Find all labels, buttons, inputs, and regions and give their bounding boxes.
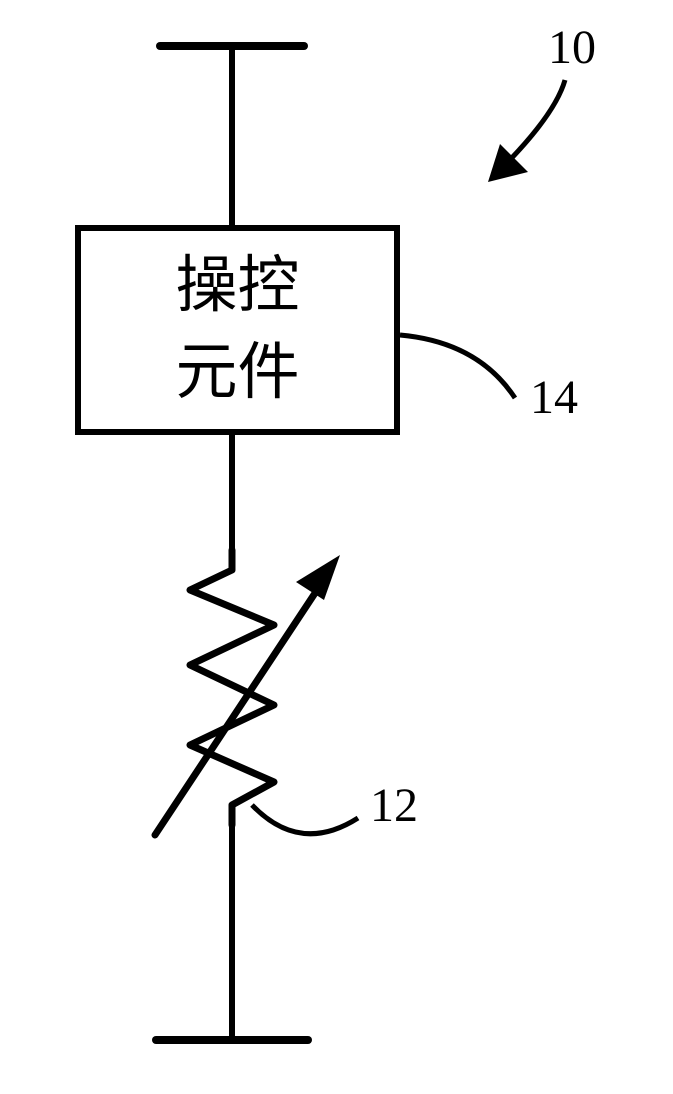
- variable-arrow-head: [296, 555, 340, 600]
- diagram-svg: [0, 0, 673, 1094]
- ref10-label: 10: [548, 20, 596, 75]
- variable-arrow-shaft: [155, 578, 325, 835]
- ref12-label: 12: [370, 778, 418, 833]
- control-element-box: 操控 元件: [75, 225, 400, 435]
- box-line1: 操控: [175, 243, 299, 330]
- ref14-label: 14: [530, 370, 578, 425]
- ref14-leader: [400, 335, 515, 398]
- diagram-canvas: 操控 元件 10 14 12: [0, 0, 673, 1094]
- box-line2: 元件: [175, 330, 299, 417]
- ref12-leader: [252, 805, 358, 834]
- variable-resistor: [190, 550, 274, 825]
